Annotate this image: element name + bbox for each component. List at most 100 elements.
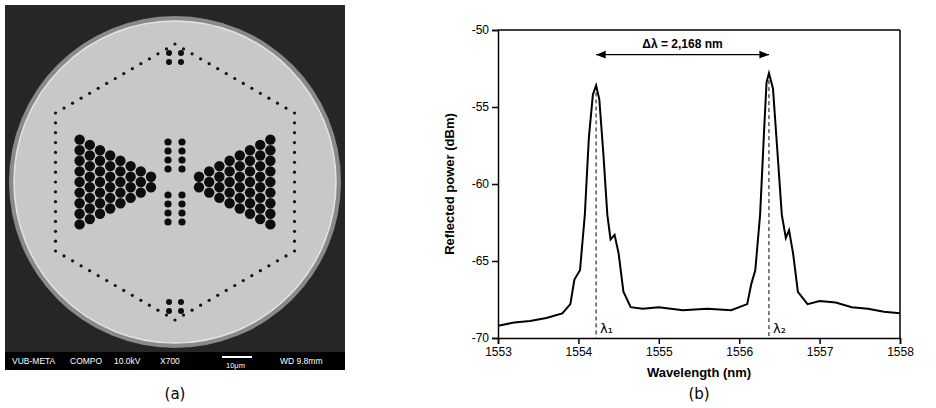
- small-hole: [88, 269, 91, 272]
- large-hole: [245, 209, 255, 219]
- small-hole: [225, 289, 228, 292]
- small-hole: [54, 200, 57, 203]
- small-hole: [259, 92, 262, 95]
- small-hole: [293, 220, 296, 223]
- large-hole: [125, 193, 135, 203]
- small-hole: [54, 240, 57, 243]
- y-tick-mark: [492, 184, 498, 186]
- x-tick-label: 1555: [646, 345, 673, 359]
- small-hole: [114, 284, 117, 287]
- large-hole: [265, 187, 275, 197]
- large-hole: [214, 193, 224, 203]
- small-hole: [54, 180, 57, 183]
- small-hole: [54, 249, 57, 252]
- y-tick: -60: [472, 177, 498, 191]
- y-tick-mark: [492, 107, 498, 109]
- large-hole: [74, 145, 84, 155]
- fiber-cladding: [14, 21, 336, 343]
- large-hole: [74, 166, 84, 176]
- small-hole: [293, 161, 296, 164]
- large-hole: [265, 209, 275, 219]
- y-tick-mark: [492, 338, 498, 340]
- small-hole: [293, 249, 296, 252]
- large-hole: [95, 187, 105, 197]
- small-hole: [79, 264, 82, 267]
- core-hole: [164, 165, 171, 172]
- small-hole: [293, 200, 296, 203]
- core-holes: [164, 50, 185, 314]
- small-hole: [259, 269, 262, 272]
- y-tick-label: -55: [472, 100, 490, 114]
- large-hole: [125, 182, 135, 192]
- small-hole: [54, 220, 57, 223]
- hexagon-holes: [54, 42, 296, 321]
- large-hole: [214, 172, 224, 182]
- cluster-hole: [178, 308, 184, 314]
- large-hole: [115, 156, 125, 166]
- y-tick-label: -60: [472, 177, 490, 191]
- small-hole: [97, 274, 100, 277]
- small-hole: [216, 294, 219, 297]
- large-hole: [74, 134, 84, 144]
- frame-top: [498, 29, 900, 31]
- small-hole: [54, 151, 57, 154]
- large-hole: [136, 166, 146, 176]
- large-hole: [105, 182, 115, 192]
- small-hole: [54, 210, 57, 213]
- large-hole: [95, 209, 105, 219]
- large-hole: [74, 187, 84, 197]
- large-hole: [85, 203, 95, 213]
- frame-right: [899, 30, 901, 338]
- core-hole: [178, 200, 185, 207]
- small-hole: [284, 106, 287, 109]
- large-hole: [85, 172, 95, 182]
- x-axis-title: Wavelength (nm): [647, 365, 751, 380]
- x-tick: 1553: [485, 338, 512, 359]
- large-hole: [85, 161, 95, 171]
- large-hole: [265, 134, 275, 144]
- large-hole: [245, 187, 255, 197]
- small-hole: [293, 141, 296, 144]
- small-hole: [62, 106, 65, 109]
- small-hole: [54, 171, 57, 174]
- large-hole: [214, 161, 224, 171]
- large-hole: [224, 156, 234, 166]
- small-hole: [208, 62, 211, 65]
- small-hole: [293, 121, 296, 124]
- large-hole: [265, 198, 275, 208]
- peak-marker-line: [768, 73, 769, 338]
- small-hole: [293, 151, 296, 154]
- x-axis: 155315541555155615571558: [485, 338, 914, 359]
- large-hole: [245, 166, 255, 176]
- y-tick-label: -70: [472, 331, 490, 345]
- small-hole: [54, 161, 57, 164]
- small-hole: [122, 289, 125, 292]
- large-hole: [74, 219, 84, 229]
- large-hole: [85, 150, 95, 160]
- small-hole: [114, 77, 117, 80]
- large-hole: [245, 156, 255, 166]
- small-hole: [165, 47, 168, 50]
- cluster-hole: [178, 299, 184, 305]
- info-text: X700: [160, 356, 180, 366]
- large-hole: [194, 182, 204, 192]
- y-axis-line: [492, 31, 499, 339]
- large-hole: [95, 166, 105, 176]
- small-hole: [276, 259, 279, 262]
- large-hole: [255, 161, 265, 171]
- large-hole: [235, 150, 245, 160]
- core-hole: [164, 156, 171, 163]
- x-tick-label: 1557: [807, 345, 834, 359]
- small-hole: [156, 309, 159, 312]
- info-text: WD 9.8mm: [280, 356, 323, 366]
- info-text: 10.0kV: [114, 356, 141, 366]
- small-hole: [54, 131, 57, 134]
- small-hole: [293, 230, 296, 233]
- large-hole: [136, 177, 146, 187]
- small-hole: [233, 284, 236, 287]
- large-hole: [265, 145, 275, 155]
- y-tick-mark: [492, 261, 498, 263]
- large-hole: [204, 187, 214, 197]
- large-hole: [74, 198, 84, 208]
- small-hole: [54, 111, 57, 114]
